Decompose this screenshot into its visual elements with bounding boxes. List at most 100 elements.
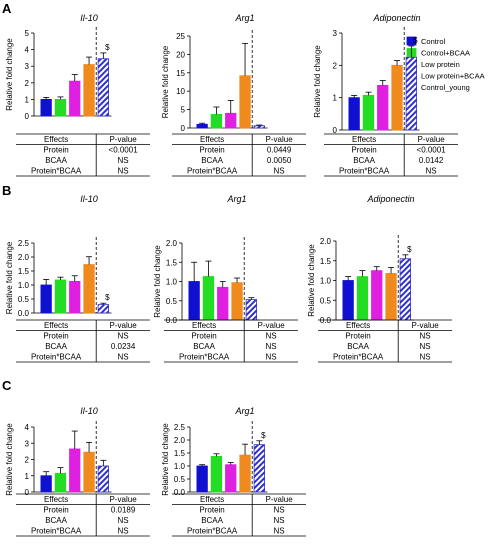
y-tick-label: 3 — [333, 29, 338, 38]
y-tick-label: 2.0 — [320, 237, 332, 246]
y-tick-label: 20 — [176, 50, 185, 59]
bar-3 — [225, 112, 237, 129]
table-effect-label: Protein*BCAA — [187, 167, 238, 176]
table-header-effects: Effects — [44, 321, 68, 330]
bar-3 — [225, 464, 237, 493]
table-effect-label: BCAA — [45, 342, 67, 351]
bar-3 — [217, 286, 229, 321]
significance-marker: $ — [413, 36, 418, 45]
bar-3 — [377, 84, 389, 131]
table-effect-label: Protein*BCAA — [31, 527, 82, 536]
table-pvalue: NS — [266, 332, 277, 341]
chart-b2: Arg1 Relative fold change 0.0 0.5 1.0 1.5 2.0 E… — [153, 194, 298, 363]
chart-title: Il-10 — [80, 406, 98, 416]
table-pvalue: <0.0001 — [417, 146, 447, 155]
bar-4 — [391, 64, 403, 131]
table-pvalue: NS — [118, 156, 129, 165]
y-tick-label: 2.5 — [18, 239, 30, 248]
chart-a3: Adiponectin Relative fold change 0 1 2 3 $ Effe… — [313, 13, 458, 177]
table-effect-label: Protein — [191, 332, 216, 341]
table-effect-label: Protein*BCAA — [339, 167, 390, 176]
table-header-pvalue: P-value — [418, 135, 446, 144]
legend-label-5: Control_young — [421, 83, 470, 92]
y-tick-label: 0 — [25, 112, 30, 121]
table-header-effects: Effects — [44, 495, 68, 504]
bar-4 — [83, 64, 95, 117]
table-header-pvalue: P-value — [110, 321, 138, 330]
y-axis-label: Relative fold change — [161, 45, 170, 118]
table-pvalue: NS — [118, 516, 129, 525]
y-tick-label: 1 — [25, 95, 30, 104]
table-header-effects: Effects — [346, 321, 370, 330]
y-axis-label: Relative fold change — [153, 245, 162, 318]
table-pvalue: NS — [420, 342, 431, 351]
table-effect-label: Protein*BCAA — [179, 353, 230, 362]
y-tick-label: 1.5 — [174, 449, 186, 458]
bar-4 — [83, 264, 95, 314]
table-effect-label: BCAA — [201, 516, 223, 525]
bar-3 — [69, 448, 81, 493]
table-pvalue: 0.0050 — [267, 156, 292, 165]
bar-5 — [253, 125, 266, 129]
table-header-effects: Effects — [44, 135, 68, 144]
chart-title: Il-10 — [80, 13, 98, 23]
table-pvalue: <0.0001 — [109, 146, 139, 155]
y-axis-label: Relative fold change — [5, 423, 14, 496]
table-pvalue: 0.0449 — [267, 146, 292, 155]
table-effect-label: BCAA — [45, 156, 67, 165]
chart-title: Il-10 — [80, 194, 98, 204]
table-effect-label: BCAA — [193, 342, 215, 351]
table-pvalue: NS — [274, 527, 285, 536]
table-pvalue: NS — [118, 332, 129, 341]
y-tick-label: 1.0 — [18, 281, 30, 290]
table-pvalue: 0.0189 — [111, 506, 136, 515]
bar-2 — [210, 455, 223, 493]
y-tick-label: 0.5 — [320, 296, 332, 305]
y-tick-label: 0 — [181, 124, 186, 133]
significance-marker: $ — [407, 245, 412, 254]
y-tick-label: 5 — [181, 106, 186, 115]
table-effect-label: Protein — [199, 146, 224, 155]
panel-letter-c: C — [2, 378, 12, 393]
bar-4 — [83, 451, 95, 493]
legend-swatch-1 — [406, 36, 417, 46]
bar-3 — [69, 280, 81, 314]
bar-1 — [342, 280, 354, 321]
table-effect-label: BCAA — [353, 156, 375, 165]
y-axis-label: Relative fold change — [5, 241, 14, 314]
table-header-effects: Effects — [200, 495, 224, 504]
table-effect-label: BCAA — [347, 342, 369, 351]
bar-5 — [253, 444, 266, 493]
bar-3 — [69, 80, 81, 117]
y-tick-label: 0 — [25, 488, 30, 497]
bar-4 — [239, 454, 251, 493]
y-tick-label: 1 — [25, 472, 30, 481]
table-effect-label: Protein — [351, 146, 376, 155]
y-tick-label: 1.5 — [18, 267, 30, 276]
chart-b1: Il-10 Relative fold change 0.0 0.5 1.0 1.5 2.0… — [5, 194, 150, 363]
y-tick-label: 2.0 — [18, 253, 30, 262]
bar-4 — [239, 75, 251, 129]
y-tick-label: 1 — [333, 94, 338, 103]
table-pvalue: NS — [420, 353, 431, 362]
table-effect-label: Protein*BCAA — [31, 353, 82, 362]
bar-5 — [399, 258, 412, 321]
chart-b3: Adiponectin Relative fold change 0.0 0.5 1.0… — [307, 194, 452, 363]
table-header-pvalue: P-value — [258, 321, 286, 330]
legend-label-3: Low protein — [421, 60, 460, 69]
table-effect-label: Protein — [345, 332, 370, 341]
table-effect-label: BCAA — [45, 516, 67, 525]
chart-a1: Il-10 Relative fold change 0 1 2 3 4 5 $ Effects P… — [5, 13, 150, 177]
y-tick-label: 15 — [176, 69, 185, 78]
table-header-pvalue: P-value — [412, 321, 440, 330]
table-effect-label: Protein*BCAA — [187, 527, 238, 536]
y-tick-label: 4 — [25, 423, 30, 432]
panel-letter-b: B — [2, 183, 11, 198]
y-tick-label: 2 — [25, 79, 30, 88]
table-header-pvalue: P-value — [266, 495, 294, 504]
table-pvalue: NS — [274, 506, 285, 515]
table-effect-label: Protein — [43, 506, 68, 515]
significance-marker: $ — [261, 431, 266, 440]
legend: Control Control+BCAA Low protein Low protei… — [406, 36, 485, 92]
bar-1 — [348, 97, 360, 131]
